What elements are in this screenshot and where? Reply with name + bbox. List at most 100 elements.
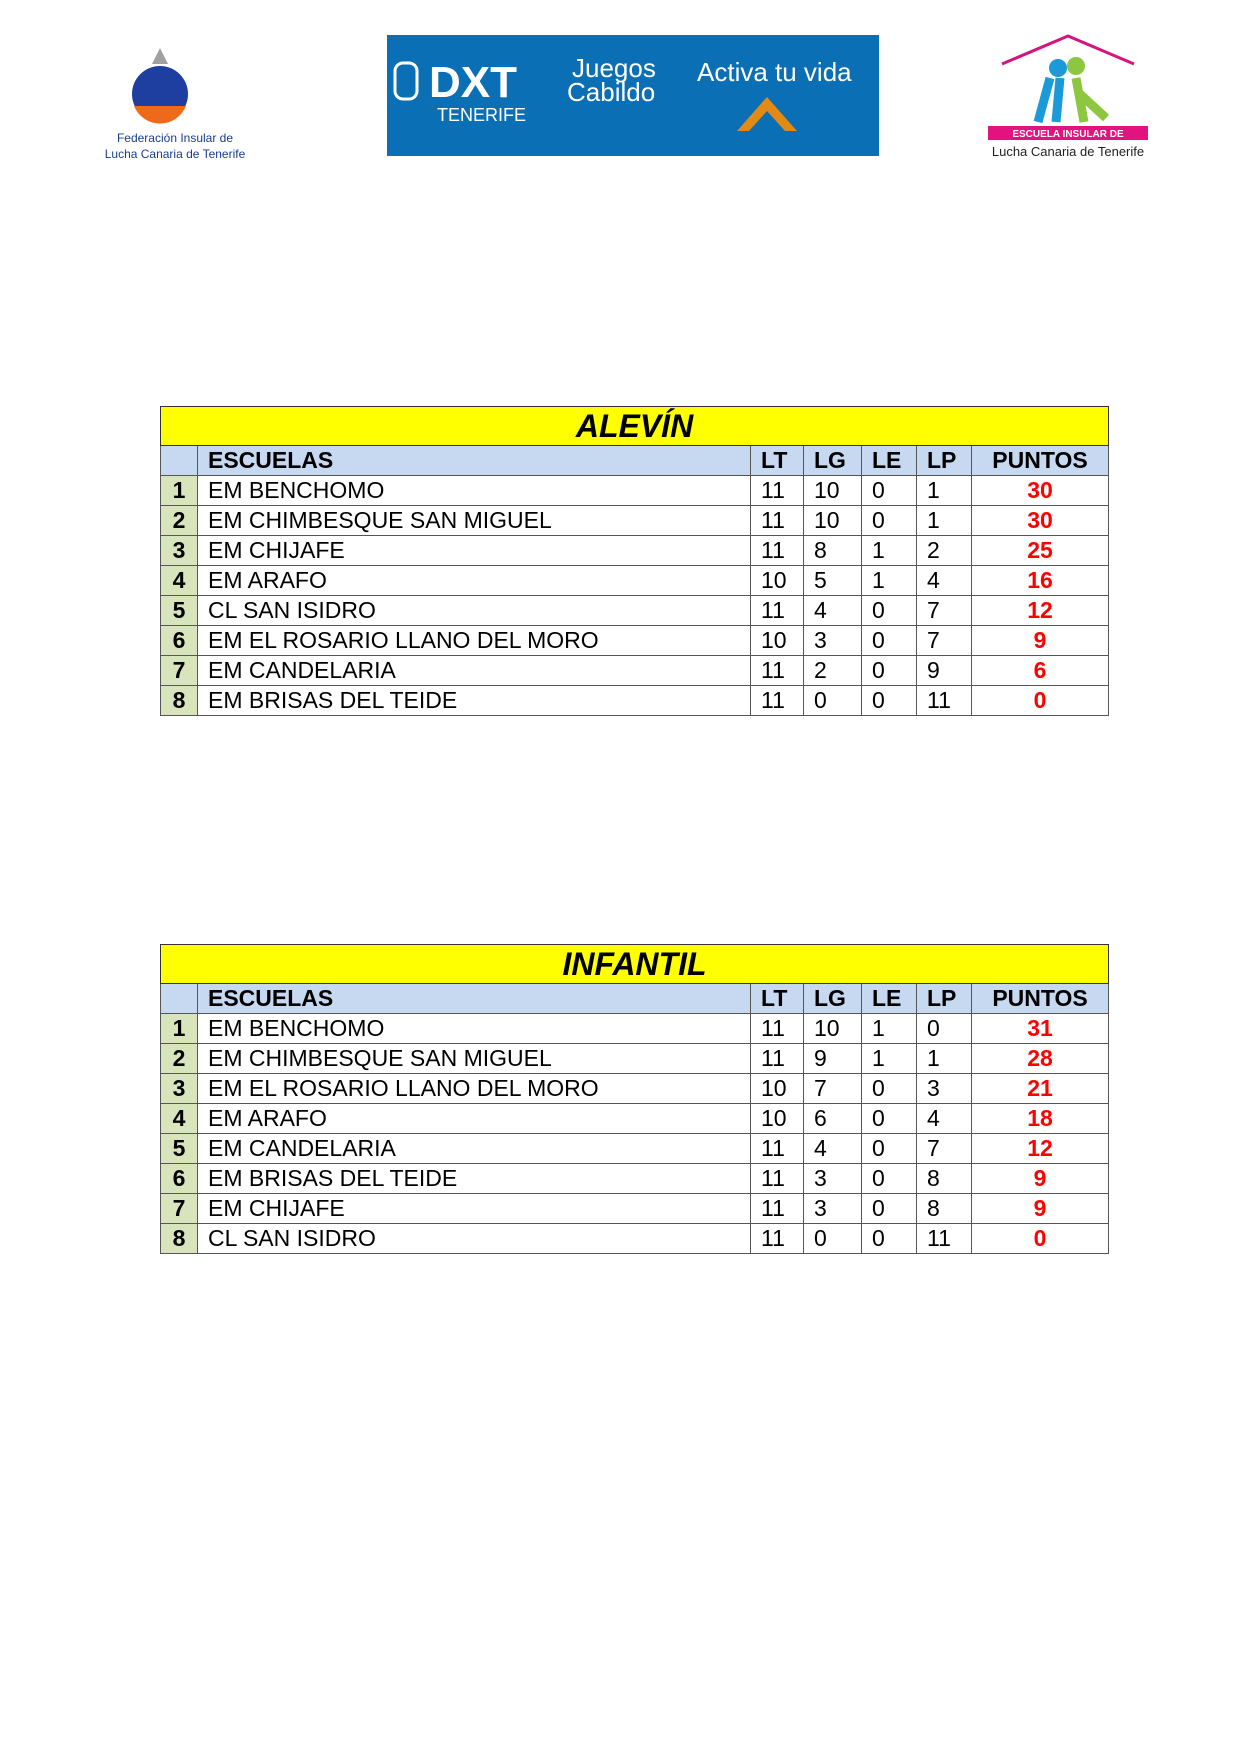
cell-school: EM EL ROSARIO LLANO DEL MORO — [197, 625, 751, 656]
alevin-standings-table: ALEVÍN ESCUELAS LT LG LE LP PUNTOS 1 EM BENCHOMO… — [160, 406, 1109, 716]
category-title: INFANTIL — [159, 944, 1110, 984]
dxt-juegos-cabildo-icon: DXT TENERIFE Juegos Cabildo Activa tu vi… — [393, 53, 852, 131]
cell-school: EM BRISAS DEL TEIDE — [197, 685, 751, 716]
table-row: 4 EM ARAFO 10 5 1 4 16 — [160, 565, 1109, 596]
cell-school: EM EL ROSARIO LLANO DEL MORO — [197, 1073, 751, 1104]
cell-lp: 0 — [916, 1013, 972, 1044]
header-lg: LG — [803, 983, 862, 1014]
cell-school: CL SAN ISIDRO — [197, 1223, 751, 1254]
cell-lg: 2 — [803, 655, 862, 686]
cell-lp: 11 — [916, 685, 972, 716]
table-row: 3 EM CHIJAFE 11 8 1 2 25 — [160, 535, 1109, 566]
dxt-banner: DXT TENERIFE Juegos Cabildo Activa tu vi… — [387, 35, 879, 156]
header-lt: LT — [750, 445, 804, 476]
cell-lt: 11 — [750, 1133, 804, 1164]
cell-le: 1 — [861, 535, 917, 566]
cell-lt: 10 — [750, 565, 804, 596]
cell-lg: 9 — [803, 1043, 862, 1074]
svg-text:Juegos: Juegos — [572, 53, 656, 83]
cell-lg: 10 — [803, 475, 862, 506]
cell-lp: 4 — [916, 1103, 972, 1134]
cell-lp: 8 — [916, 1163, 972, 1194]
cell-le: 0 — [861, 505, 917, 536]
cell-points: 25 — [971, 535, 1109, 566]
cell-school: EM CHIJAFE — [197, 1193, 751, 1224]
cell-lp: 8 — [916, 1193, 972, 1224]
table-row: 5 CL SAN ISIDRO 11 4 0 7 12 — [160, 595, 1109, 626]
cell-rank: 5 — [160, 595, 198, 626]
cell-lg: 3 — [803, 625, 862, 656]
table-row: 1 EM BENCHOMO 11 10 0 1 30 — [160, 475, 1109, 506]
cell-lg: 0 — [803, 685, 862, 716]
cell-school: EM ARAFO — [197, 1103, 751, 1134]
cell-lg: 10 — [803, 505, 862, 536]
cell-points: 21 — [970, 1073, 1110, 1104]
svg-text:DXT: DXT — [429, 58, 517, 107]
table-row: 6 EM BRISAS DEL TEIDE 11 3 0 8 9 — [160, 1163, 1110, 1194]
cell-le: 0 — [861, 655, 917, 686]
cell-rank: 1 — [160, 475, 198, 506]
cell-school: EM CHIJAFE — [197, 535, 751, 566]
cell-rank: 7 — [160, 1193, 198, 1224]
svg-text:Cabildo: Cabildo — [567, 77, 655, 107]
wrestlers-house-icon: ESCUELA INSULAR DE Lucha Canaria de Tene… — [988, 34, 1148, 159]
cell-lt: 11 — [750, 1163, 804, 1194]
cell-lt: 10 — [750, 1073, 804, 1104]
cell-school: EM CANDELARIA — [197, 655, 751, 686]
infantil-standings-table: INFANTIL ESCUELAS LT LG LE LP PUNTOS 1 EM BENCHO… — [159, 944, 1110, 1254]
cell-points: 18 — [970, 1103, 1110, 1134]
cell-points: 0 — [971, 685, 1109, 716]
cell-lg: 7 — [803, 1073, 862, 1104]
cell-le: 0 — [861, 595, 917, 626]
table-row: 1 EM BENCHOMO 11 10 1 0 31 — [160, 1013, 1110, 1044]
header-puntos: PUNTOS — [971, 445, 1109, 476]
cell-le: 0 — [861, 1223, 917, 1254]
cell-school: EM CHIMBESQUE SAN MIGUEL — [197, 1043, 751, 1074]
cell-points: 28 — [970, 1043, 1110, 1074]
cell-lt: 11 — [750, 505, 804, 536]
cell-lp: 1 — [916, 475, 972, 506]
header-lp: LP — [916, 983, 972, 1014]
cell-rank: 4 — [160, 565, 198, 596]
header-lt: LT — [750, 983, 804, 1014]
cell-points: 9 — [970, 1193, 1110, 1224]
table-row: 6 EM EL ROSARIO LLANO DEL MORO 10 3 0 7 9 — [160, 625, 1109, 656]
cell-rank: 2 — [160, 505, 198, 536]
cell-points: 31 — [970, 1013, 1110, 1044]
header-le: LE — [861, 445, 917, 476]
cell-school: EM BRISAS DEL TEIDE — [197, 1163, 751, 1194]
cell-rank: 5 — [160, 1133, 198, 1164]
cell-rank: 6 — [160, 625, 198, 656]
svg-text:Lucha Canaria de Tenerife: Lucha Canaria de Tenerife — [992, 144, 1144, 159]
cell-le: 0 — [861, 1073, 917, 1104]
cell-lg: 4 — [803, 595, 862, 626]
header-puntos: PUNTOS — [970, 983, 1110, 1014]
cell-lp: 1 — [916, 1043, 972, 1074]
table-row: 7 EM CHIJAFE 11 3 0 8 9 — [160, 1193, 1110, 1224]
cell-rank: 8 — [160, 685, 198, 716]
cell-lt: 11 — [750, 535, 804, 566]
cell-rank: 7 — [160, 655, 198, 686]
cell-rank: 8 — [160, 1223, 198, 1254]
table-row: 4 EM ARAFO 10 6 0 4 18 — [160, 1103, 1110, 1134]
cell-school: CL SAN ISIDRO — [197, 595, 751, 626]
category-title-row: ALEVÍN — [160, 406, 1109, 446]
cell-lp: 2 — [916, 535, 972, 566]
table-row: 8 CL SAN ISIDRO 11 0 0 11 0 — [160, 1223, 1110, 1254]
cell-lp: 1 — [916, 505, 972, 536]
cell-school: EM CHIMBESQUE SAN MIGUEL — [197, 505, 751, 536]
cell-le: 1 — [861, 1013, 917, 1044]
header-row: ESCUELAS LT LG LE LP PUNTOS — [160, 983, 1110, 1014]
table-row: 2 EM CHIMBESQUE SAN MIGUEL 11 10 0 1 30 — [160, 505, 1109, 536]
svg-text:Lucha Canaria de Tenerife: Lucha Canaria de Tenerife — [105, 147, 246, 161]
cell-le: 0 — [861, 1193, 917, 1224]
table-row: 8 EM BRISAS DEL TEIDE 11 0 0 11 0 — [160, 685, 1109, 716]
cell-rank: 3 — [160, 535, 198, 566]
cell-le: 0 — [861, 475, 917, 506]
cell-school: EM ARAFO — [197, 565, 751, 596]
cell-points: 30 — [971, 505, 1109, 536]
table-row: 2 EM CHIMBESQUE SAN MIGUEL 11 9 1 1 28 — [160, 1043, 1110, 1074]
cell-lp: 7 — [916, 595, 972, 626]
table-row: 3 EM EL ROSARIO LLANO DEL MORO 10 7 0 3 21 — [160, 1073, 1110, 1104]
